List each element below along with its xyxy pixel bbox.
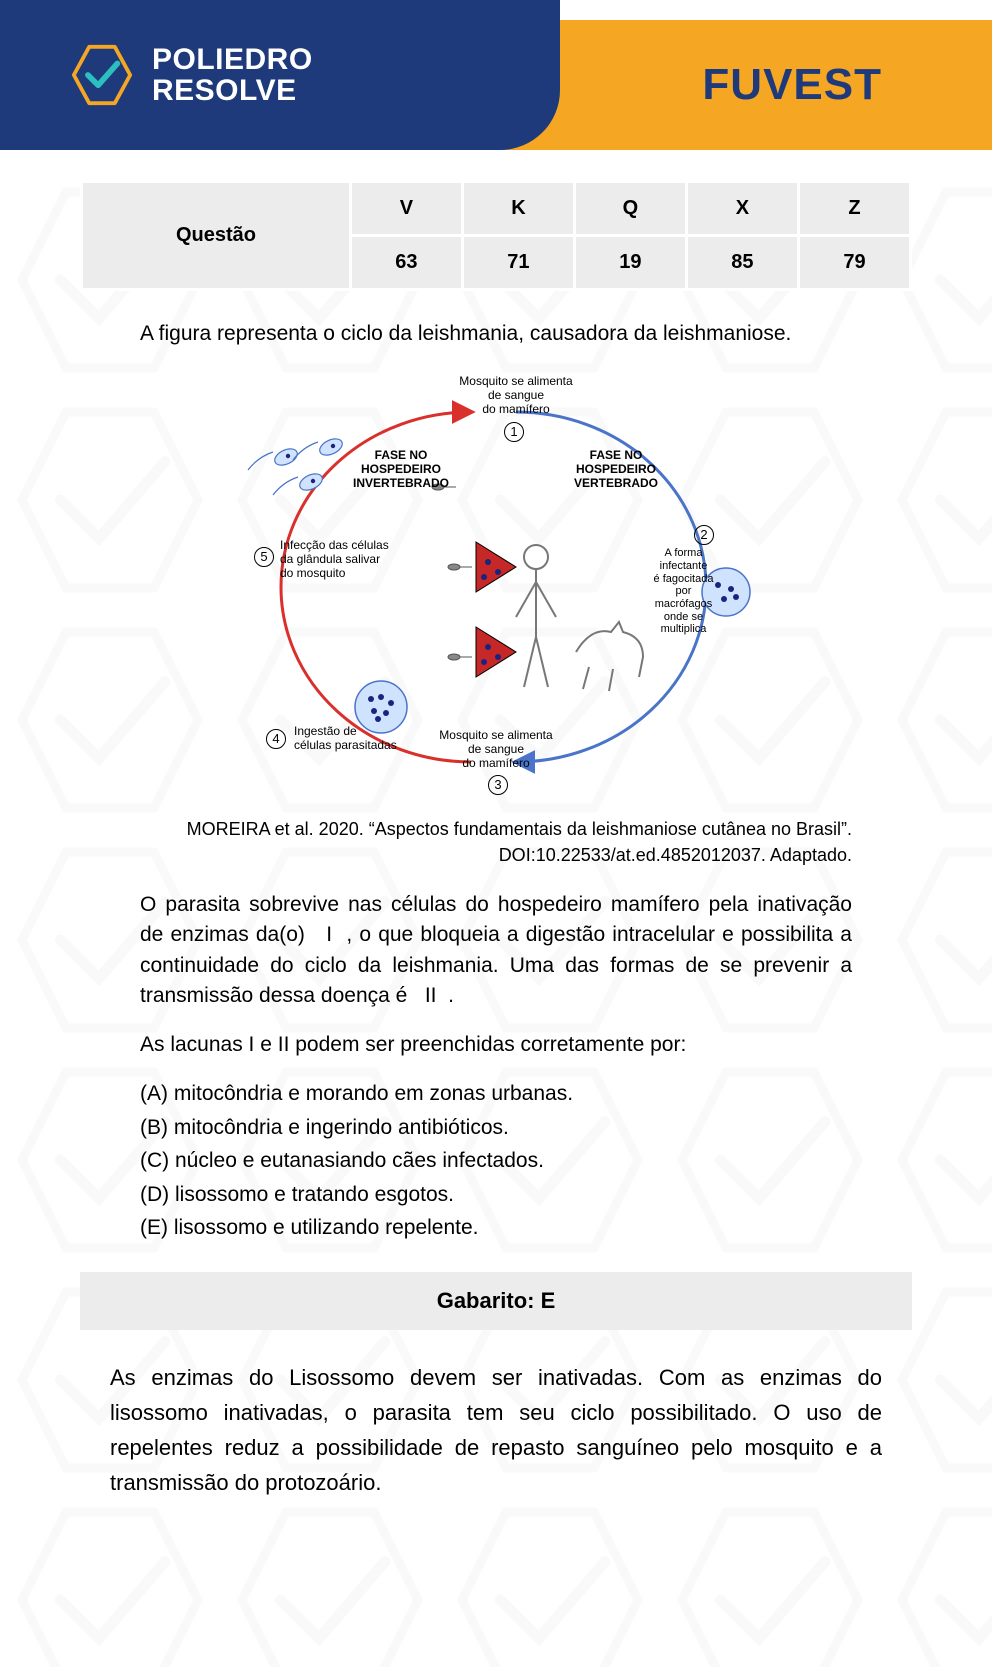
col-value: 19 — [574, 236, 686, 290]
fig-node-5-label: Infecção das célulasda glândula salivard… — [280, 539, 400, 580]
question-stem-2: As lacunas I e II podem ser preenchidas … — [140, 1030, 852, 1060]
fig-node-3-label: Mosquito se alimentade sanguedo mamífero — [431, 729, 561, 770]
col-header: X — [686, 182, 798, 236]
question-stem-1: O parasita sobrevive nas células do hosp… — [140, 890, 852, 1012]
poliedro-logo-icon — [70, 43, 134, 107]
col-value: 71 — [462, 236, 574, 290]
brand-line2: RESOLVE — [152, 75, 313, 107]
header-blue-band: POLIEDRO RESOLVE — [0, 0, 560, 150]
answer-key: Gabarito: E — [80, 1272, 912, 1330]
exam-name: FUVEST — [702, 60, 882, 110]
alternative-c: (C) núcleo e eutanasiando cães infectado… — [140, 1145, 852, 1177]
brand-text: POLIEDRO RESOLVE — [152, 44, 313, 107]
fig-phase-invertebrate: FASE NOHOSPEDEIROINVERTEBRADO — [346, 449, 456, 490]
page-header: FUVEST POLIEDRO RESOLVE — [0, 0, 992, 160]
content-area: Questão V K Q X Z 63 71 19 85 79 A figur… — [0, 160, 992, 1540]
intro-text: A figura representa o ciclo da leishmani… — [140, 319, 852, 349]
fig-node-2-label: A formainfectanteé fagocitadapormacrófag… — [646, 547, 721, 635]
col-value: 63 — [350, 236, 462, 290]
col-header: Q — [574, 182, 686, 236]
alternative-b: (B) mitocôndria e ingerindo antibióticos… — [140, 1112, 852, 1144]
alternative-a: (A) mitocôndria e morando em zonas urban… — [140, 1078, 852, 1110]
figure-source: MOREIRA et al. 2020. “Aspectos fundament… — [140, 817, 852, 867]
alternative-d: (D) lisossomo e tratando esgotos. — [140, 1179, 852, 1211]
alternative-e: (E) lisossomo e utilizando repelente. — [140, 1212, 852, 1244]
col-value: 79 — [798, 236, 910, 290]
question-number-table: Questão V K Q X Z 63 71 19 85 79 — [80, 180, 912, 291]
col-header: K — [462, 182, 574, 236]
fig-node-1-label: Mosquito se alimentade sanguedo mamífero — [451, 375, 581, 416]
fig-phase-vertebrate: FASE NOHOSPEDEIROVERTEBRADO — [561, 449, 671, 490]
brand-line1: POLIEDRO — [152, 44, 313, 76]
col-header: V — [350, 182, 462, 236]
alternatives-list: (A) mitocôndria e morando em zonas urban… — [140, 1078, 852, 1244]
col-value: 85 — [686, 236, 798, 290]
col-header: Z — [798, 182, 910, 236]
leishmania-cycle-figure: Mosquito se alimentade sanguedo mamífero… — [216, 367, 776, 797]
fig-node-4-label: Ingestão decélulas parasitadas — [294, 725, 404, 753]
explanation-text: As enzimas do Lisossomo devem ser inativ… — [110, 1360, 882, 1501]
table-row-label: Questão — [82, 182, 351, 290]
